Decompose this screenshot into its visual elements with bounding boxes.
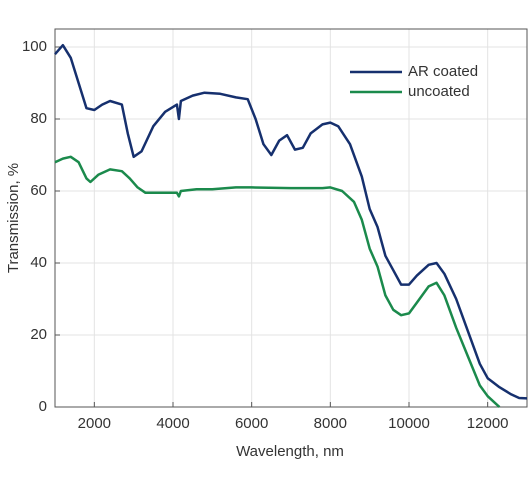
y-tick-label: 0 xyxy=(39,398,47,415)
y-axis-label: Transmission, % xyxy=(5,163,22,273)
legend-label: uncoated xyxy=(408,83,470,100)
x-tick-label: 8000 xyxy=(314,415,347,432)
series-line xyxy=(54,155,501,408)
legend-label: AR coated xyxy=(408,63,478,80)
y-tick-label: 60 xyxy=(30,182,47,199)
x-tick-label: 10000 xyxy=(388,415,430,432)
x-axis-label: Wavelength, nm xyxy=(236,443,344,460)
x-tick-label: 2000 xyxy=(78,415,111,432)
x-tick-label: 6000 xyxy=(235,415,268,432)
series-line xyxy=(54,43,528,400)
y-tick-label: 100 xyxy=(22,38,47,55)
plot-frame xyxy=(54,28,528,408)
y-tick-label: 40 xyxy=(30,254,47,271)
x-tick-label: 4000 xyxy=(156,415,189,432)
y-tick-label: 80 xyxy=(30,110,47,127)
x-tick-label: 12000 xyxy=(467,415,509,432)
y-tick-label: 20 xyxy=(30,326,47,343)
